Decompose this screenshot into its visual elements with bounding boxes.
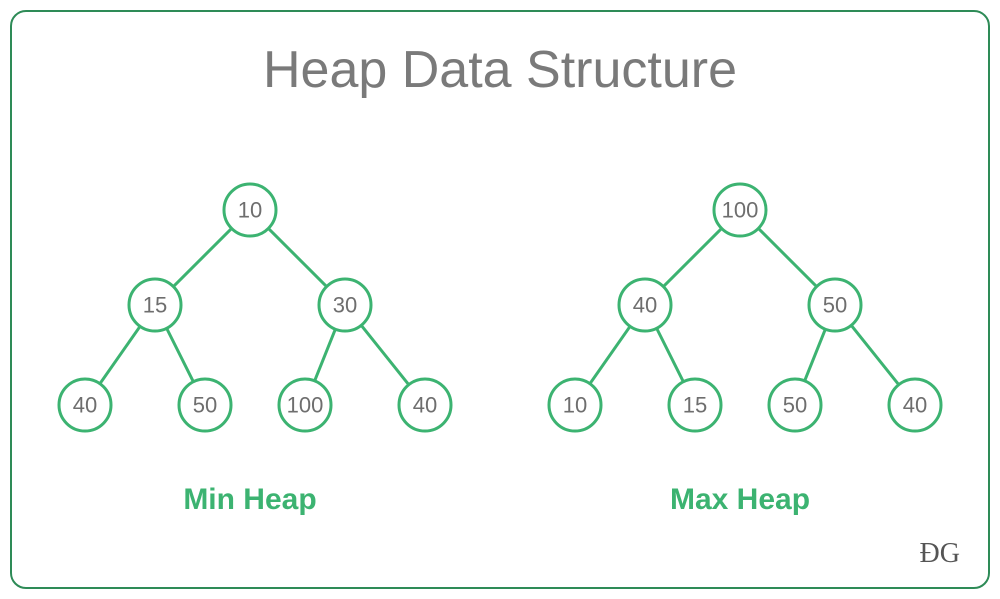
tree-edge xyxy=(100,326,140,383)
tree-node-value: 100 xyxy=(287,393,324,418)
tree-edge xyxy=(315,329,336,381)
tree-edge xyxy=(758,228,816,286)
tree-node: 50 xyxy=(179,379,231,431)
min-heap-svg: 10 15 30 40 50 100 40 xyxy=(30,170,470,460)
tree-node: 15 xyxy=(129,279,181,331)
logo-text: ƉG xyxy=(920,538,960,570)
tree-node-value: 10 xyxy=(238,198,262,223)
tree-edge xyxy=(268,228,326,286)
tree-node-value: 50 xyxy=(193,393,217,418)
tree-node-value: 15 xyxy=(143,293,167,318)
tree-node-value: 10 xyxy=(563,393,587,418)
tree-node: 10 xyxy=(549,379,601,431)
tree-node: 100 xyxy=(714,184,766,236)
tree-node: 10 xyxy=(224,184,276,236)
tree-edge xyxy=(805,329,826,381)
tree-edge xyxy=(657,328,684,381)
tree-node-value: 30 xyxy=(333,293,357,318)
tree-edge xyxy=(663,228,721,286)
tree-node: 40 xyxy=(399,379,451,431)
tree-node: 15 xyxy=(669,379,721,431)
tree-edge xyxy=(851,325,899,384)
max-heap-label: Max Heap xyxy=(670,483,810,517)
tree-node-value: 100 xyxy=(722,198,759,223)
max-heap-svg: 100 40 50 10 15 50 40 xyxy=(520,170,960,460)
tree-node: 50 xyxy=(809,279,861,331)
tree-node: 40 xyxy=(59,379,111,431)
diagram-title: Heap Data Structure xyxy=(263,40,737,100)
tree-node-value: 40 xyxy=(73,393,97,418)
tree-node-value: 40 xyxy=(633,293,657,318)
tree-node: 100 xyxy=(279,379,331,431)
min-heap-label: Min Heap xyxy=(183,483,316,517)
tree-node-value: 50 xyxy=(783,393,807,418)
tree-node: 50 xyxy=(769,379,821,431)
tree-node-value: 15 xyxy=(683,393,707,418)
tree-node-value: 40 xyxy=(903,393,927,418)
tree-node: 30 xyxy=(319,279,371,331)
tree-edge xyxy=(590,326,630,383)
tree-edge xyxy=(361,325,409,384)
tree-node: 40 xyxy=(619,279,671,331)
tree-node-value: 50 xyxy=(823,293,847,318)
tree-node: 40 xyxy=(889,379,941,431)
tree-node-value: 40 xyxy=(413,393,437,418)
tree-edge xyxy=(173,228,231,286)
tree-edge xyxy=(167,328,194,381)
